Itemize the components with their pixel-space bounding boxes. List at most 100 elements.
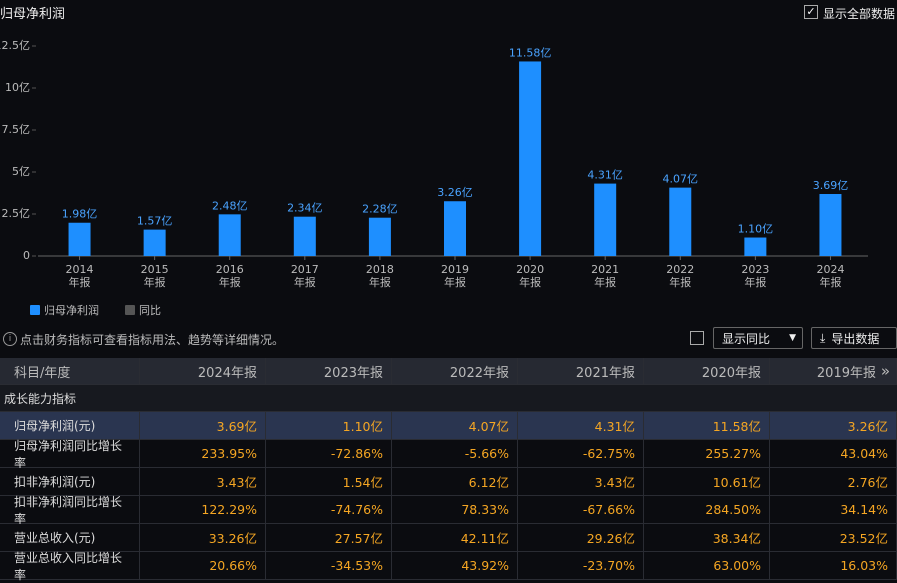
value-cell: 4.07亿 [392,412,518,439]
value-cell: -72.86% [266,440,392,467]
x-tick-label: 年报 [219,275,241,289]
x-tick-label: 2016 [216,263,244,276]
x-tick-label: 年报 [669,275,691,289]
header-cell: 科目/年度 [0,358,140,384]
data-row: 营业总收入(元) 33.26亿 27.57亿 42.11亿 29.26亿 38.34亿 23… [0,524,897,552]
header-cell: 2024年报 [140,358,266,384]
header-cell: 2020年报 [644,358,770,384]
bar [68,222,91,256]
x-tick-label: 2018 [366,263,394,276]
bar [519,61,542,257]
data-row: 归母净利润(元) 3.69亿 1.10亿 4.07亿 4.31亿 11.58亿 3.26亿 [0,412,897,440]
x-tick-label: 2023 [741,263,769,276]
x-tick-label: 2021 [591,263,619,276]
checkbox-checked[interactable]: ✓ [804,5,818,19]
value-cell: 3.43亿 [518,468,644,495]
dropdown-label: 显示同比 [722,331,771,346]
more-icon[interactable]: » [880,362,890,380]
y-tick-label: 5亿 [12,165,30,178]
value-cell: 29.26亿 [518,524,644,551]
y-tick-label: 12.5亿 [0,39,30,52]
row-label: 归母净利润同比增长率 [0,439,140,470]
value-cell: 43.92% [392,552,518,579]
y-tick-label: 7.5亿 [2,123,31,136]
x-tick-label: 2022 [666,263,694,276]
row-label: 扣非净利润(元) [0,468,140,495]
value-cell: 43.04% [770,440,897,467]
bar [143,229,166,256]
value-cell: 3.69亿 [140,412,266,439]
bar [669,187,692,256]
chart-title: 归母净利润 [0,7,66,22]
section-row: 成长能力指标 [0,385,897,412]
data-label: 1.98亿 [62,208,98,221]
value-cell: 284.50% [644,496,770,523]
y-tick-label: 0 [23,249,30,262]
value-cell: 33.26亿 [140,524,266,551]
bar [444,201,466,256]
y-tick-label: 10亿 [5,81,30,94]
value-cell: 4.31亿 [518,412,644,439]
bar [819,194,842,256]
x-tick-label: 2014 [66,263,94,276]
info-text: 点击财务指标可查看指标用法、趋势等详细情况。 [20,333,285,347]
x-tick-label: 2024 [816,263,844,276]
x-tick-label: 2017 [291,263,319,276]
chart: 02.5亿5亿7.5亿10亿12.5亿2014年报1.98亿2015年报1.57… [0,39,868,317]
x-tick-label: 2019 [441,263,469,276]
data-row: 营业总收入同比增长率 20.66% -34.53% 43.92% -23.70% 63.0… [0,551,897,582]
legend-label: 同比 [139,304,161,317]
data-label: 4.07亿 [663,173,699,186]
x-tick-label: 年报 [369,275,391,289]
data-row: 归母净利润同比增长率 233.95% -72.86% -5.66% -62.75% 255… [0,439,897,470]
caret: ▼ [789,333,796,343]
data-label: 2.28亿 [362,203,398,216]
bar [368,217,391,256]
x-tick-label: 年报 [519,275,541,289]
data-label: 4.31亿 [587,169,623,182]
value-cell: 16.03% [770,552,897,579]
value-cell: 1.10亿 [266,412,392,439]
value-cell: 233.95% [140,440,266,467]
header-row: 科目/年度 2024年报 2023年报 2022年报 2021年报 2020年报 2019年… [0,358,897,385]
data-label: 2.34亿 [287,202,323,215]
header-cell: 2022年报 [392,358,518,384]
value-cell: -67.66% [518,496,644,523]
x-tick-label: 2020 [516,263,544,276]
value-cell: 10.61亿 [644,468,770,495]
legend-swatch [125,305,135,315]
bar [293,216,316,256]
show-all-label[interactable]: 显示全部数据 [823,7,896,21]
x-tick-label: 年报 [819,275,841,289]
value-cell: 23.52亿 [770,524,897,551]
header-cell: 2019年报» [770,358,897,384]
value-cell: 42.11亿 [392,524,518,551]
export-icon: ⤓ [820,330,826,345]
bar [744,237,767,256]
checkbox[interactable] [690,331,704,345]
data-row: 扣非净利润同比增长率 122.29% -74.76% 78.33% -67.66% 284… [0,495,897,526]
x-tick-label: 年报 [294,275,316,289]
header-cell: 2021年报 [518,358,644,384]
value-cell: 20.66% [140,552,266,579]
data-label: 3.26亿 [437,186,473,199]
value-cell: 3.43亿 [140,468,266,495]
data-row: 扣非净利润(元) 3.43亿 1.54亿 6.12亿 3.43亿 10.61亿 2.76亿 [0,468,897,496]
export-label: 导出数据 [831,331,880,346]
value-cell: -34.53% [266,552,392,579]
x-tick-label: 年报 [69,275,91,289]
value-cell: -74.76% [266,496,392,523]
data-label: 2.48亿 [212,199,248,212]
value-cell: 6.12亿 [392,468,518,495]
bar [218,214,241,256]
x-tick-label: 年报 [144,275,166,289]
info-icon: i [3,332,17,346]
value-cell: 78.33% [392,496,518,523]
x-tick-label: 年报 [744,275,766,289]
dropdown[interactable]: 显示同比 ▼ [713,327,803,349]
export-button[interactable]: ⤓ 导出数据 [811,327,897,349]
value-cell: 38.34亿 [644,524,770,551]
x-tick-label: 年报 [594,275,616,289]
row-label: 归母净利润(元) [0,412,140,439]
